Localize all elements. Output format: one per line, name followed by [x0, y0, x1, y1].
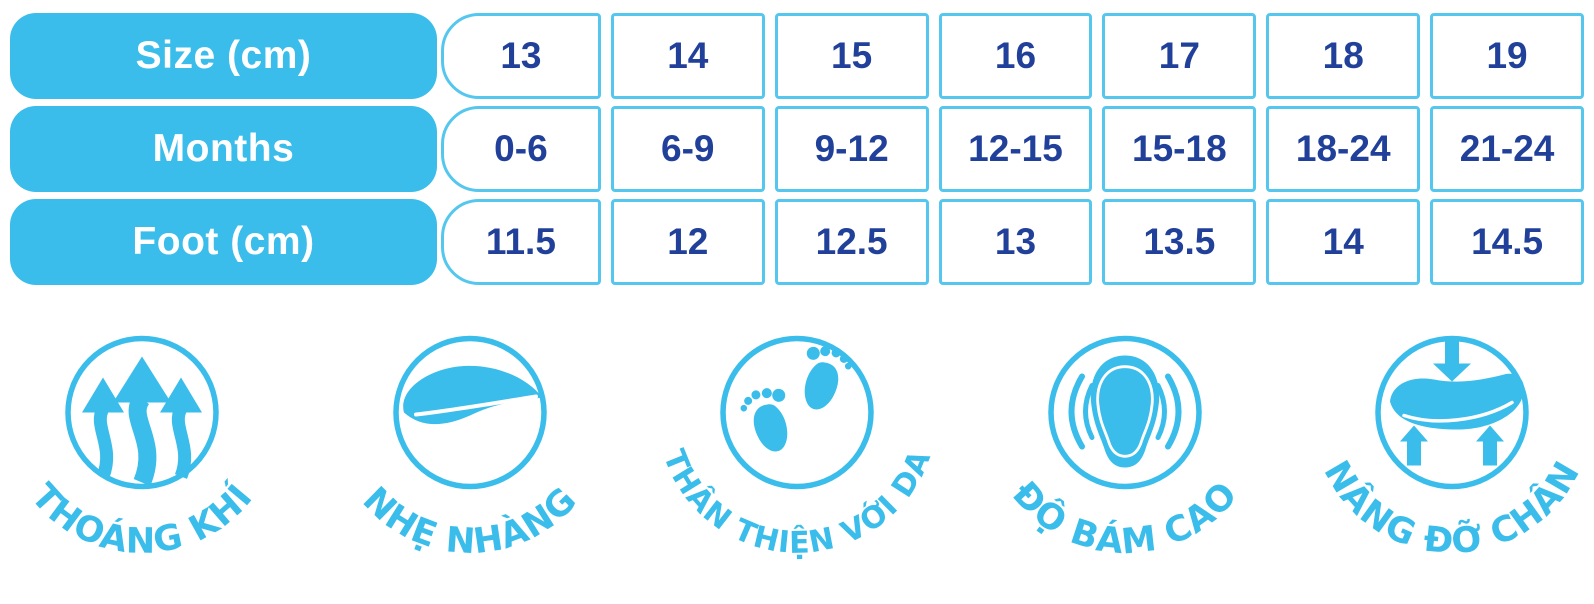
- foot-cell: 13.5: [1102, 199, 1257, 285]
- row-header-months: Months: [10, 106, 437, 192]
- feature-high-grip: ĐỘ BÁM CAO: [985, 328, 1265, 573]
- row-header-foot: Foot (cm): [10, 199, 437, 285]
- months-cell: 18-24: [1266, 106, 1421, 192]
- feature-skin-friendly: THÂN THIỆN VỚI DA: [657, 328, 937, 573]
- size-cell: 15: [774, 13, 929, 99]
- months-cell: 12-15: [938, 106, 1093, 192]
- arch-support-icon: NÂNG ĐỠ CHÂN: [1316, 335, 1589, 562]
- feature-breathable: THOÁNG KHÍ: [2, 328, 282, 573]
- airflow-arrows-icon: THOÁNG KHÍ: [23, 335, 260, 562]
- svg-text:NÂNG ĐỠ CHÂN: NÂNG ĐỠ CHÂN: [1316, 454, 1589, 562]
- size-chart-table: Size (cm) 13 14 15 16 17 18 19 Months 0-…: [0, 0, 1594, 285]
- size-cell: 19: [1430, 13, 1584, 99]
- size-cell: 14: [610, 13, 765, 99]
- table-row: Size (cm) 13 14 15 16 17 18 19: [10, 13, 1584, 99]
- foot-cell: 14.5: [1430, 199, 1584, 285]
- foot-cell: 12.5: [774, 199, 929, 285]
- foot-cell: 14: [1266, 199, 1421, 285]
- feature-lightweight: NHẸ NHÀNG: [330, 328, 610, 573]
- row-header-size: Size (cm): [10, 13, 437, 99]
- size-cell: 18: [1266, 13, 1421, 99]
- months-cell: 6-9: [610, 106, 765, 192]
- svg-text:NHẸ NHÀNG: NHẸ NHÀNG: [354, 480, 584, 563]
- months-cell: 15-18: [1102, 106, 1257, 192]
- table-row: Foot (cm) 11.5 12 12.5 13 13.5 14 14.5: [10, 199, 1584, 285]
- feature-foot-support: NÂNG ĐỠ CHÂN: [1312, 328, 1592, 573]
- feature-badges-row: THOÁNG KHÍ NHẸ NHÀNG: [0, 328, 1594, 573]
- months-cell: 0-6: [441, 106, 601, 192]
- months-cell: 9-12: [774, 106, 929, 192]
- foot-cell: 11.5: [441, 199, 601, 285]
- table-row: Months 0-6 6-9 9-12 12-15 15-18 18-24 21…: [10, 106, 1584, 192]
- size-cell: 13: [441, 13, 601, 99]
- size-cell: 16: [938, 13, 1093, 99]
- shoe-sole-grip-icon: ĐỘ BÁM CAO: [1004, 335, 1244, 563]
- feather-icon: NHẸ NHÀNG: [354, 335, 584, 563]
- months-cell: 21-24: [1430, 106, 1584, 192]
- svg-text:THÂN THIỆN VỚI DA: THÂN THIỆN VỚI DA: [657, 445, 937, 561]
- baby-footprints-icon: THÂN THIỆN VỚI DA: [657, 335, 937, 561]
- size-cell: 17: [1102, 13, 1257, 99]
- foot-cell: 12: [610, 199, 765, 285]
- foot-cell: 13: [938, 199, 1093, 285]
